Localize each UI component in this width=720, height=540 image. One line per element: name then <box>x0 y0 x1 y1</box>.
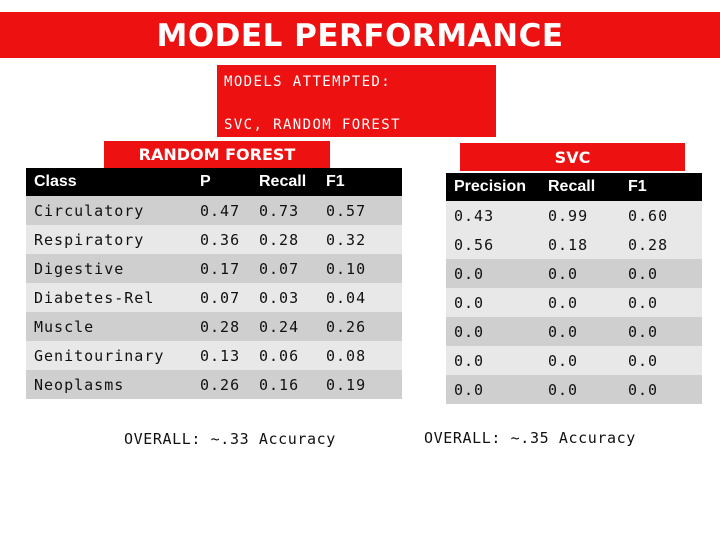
svc-overall-accuracy: OVERALL: ~.35 Accuracy <box>424 429 636 447</box>
table-row: Respiratory 0.36 0.28 0.32 <box>26 225 402 254</box>
table-row: 0.56 0.18 0.28 <box>446 230 702 259</box>
table-cell: Diabetes-Rel <box>26 283 192 312</box>
table-cell: 0.0 <box>540 317 620 346</box>
random-forest-table: Class P Recall F1 Circulatory 0.47 0.73 … <box>26 168 402 399</box>
table-cell: 0.57 <box>318 196 402 225</box>
models-attempted-heading: MODELS ATTEMPTED: <box>224 74 392 90</box>
table-row: 0.0 0.0 0.0 <box>446 375 702 404</box>
table-cell: 0.43 <box>446 201 540 230</box>
table-cell: 0.0 <box>620 346 702 375</box>
table-cell: 0.0 <box>540 375 620 404</box>
table-cell: Digestive <box>26 254 192 283</box>
table-row: Genitourinary 0.13 0.06 0.08 <box>26 341 402 370</box>
table-row: Diabetes-Rel 0.07 0.03 0.04 <box>26 283 402 312</box>
table-cell: 0.10 <box>318 254 402 283</box>
column-header: Recall <box>251 168 318 196</box>
table-cell: 0.0 <box>540 346 620 375</box>
table-cell: 0.18 <box>540 230 620 259</box>
table-cell: 0.0 <box>620 317 702 346</box>
table-row: 0.0 0.0 0.0 <box>446 288 702 317</box>
table-row: 0.43 0.99 0.60 <box>446 201 702 230</box>
table-cell: 0.07 <box>192 283 251 312</box>
title-bar <box>0 12 720 58</box>
table-cell: Genitourinary <box>26 341 192 370</box>
table-cell: 0.0 <box>620 375 702 404</box>
table-cell: 0.60 <box>620 201 702 230</box>
page-title: MODEL PERFORMANCE <box>156 18 564 54</box>
svc-label: SVC <box>460 143 685 171</box>
table-cell: 0.0 <box>540 288 620 317</box>
table-row: Muscle 0.28 0.24 0.26 <box>26 312 402 341</box>
table-cell: Circulatory <box>26 196 192 225</box>
random-forest-overall-accuracy: OVERALL: ~.33 Accuracy <box>124 430 336 448</box>
table-cell: 0.07 <box>251 254 318 283</box>
table-cell: 0.17 <box>192 254 251 283</box>
table-cell: 0.24 <box>251 312 318 341</box>
table-row: 0.0 0.0 0.0 <box>446 346 702 375</box>
column-header: Precision <box>446 173 540 201</box>
column-header: Class <box>26 168 192 196</box>
table-cell: 0.32 <box>318 225 402 254</box>
table-cell: Neoplasms <box>26 370 192 399</box>
table-cell: 0.08 <box>318 341 402 370</box>
table-cell: 0.28 <box>192 312 251 341</box>
table-cell: 0.0 <box>446 259 540 288</box>
column-header: Recall <box>540 173 620 201</box>
table-cell: 0.28 <box>251 225 318 254</box>
table-row: Circulatory 0.47 0.73 0.57 <box>26 196 402 225</box>
table-cell: 0.0 <box>620 259 702 288</box>
table-cell: 0.06 <box>251 341 318 370</box>
models-attempted-list: SVC, RANDOM FOREST <box>224 117 401 133</box>
table-cell: 0.16 <box>251 370 318 399</box>
table-cell: 0.0 <box>446 317 540 346</box>
table-cell: 0.99 <box>540 201 620 230</box>
table-cell: 0.04 <box>318 283 402 312</box>
column-header: F1 <box>620 173 702 201</box>
table-row: Neoplasms 0.26 0.16 0.19 <box>26 370 402 399</box>
table-cell: 0.0 <box>620 288 702 317</box>
table-row: 0.0 0.0 0.0 <box>446 259 702 288</box>
table-cell: 0.28 <box>620 230 702 259</box>
table-cell: 0.56 <box>446 230 540 259</box>
column-header: P <box>192 168 251 196</box>
table-cell: 0.0 <box>540 259 620 288</box>
table-cell: 0.26 <box>318 312 402 341</box>
table-header-row: Precision Recall F1 <box>446 173 702 201</box>
table-cell: 0.19 <box>318 370 402 399</box>
table-cell: 0.36 <box>192 225 251 254</box>
random-forest-label: RANDOM FOREST <box>104 141 330 169</box>
table-cell: Muscle <box>26 312 192 341</box>
table-cell: 0.0 <box>446 375 540 404</box>
table-cell: 0.0 <box>446 346 540 375</box>
table-cell: Respiratory <box>26 225 192 254</box>
table-cell: 0.03 <box>251 283 318 312</box>
table-row: Digestive 0.17 0.07 0.10 <box>26 254 402 283</box>
table-header-row: Class P Recall F1 <box>26 168 402 196</box>
table-row: 0.0 0.0 0.0 <box>446 317 702 346</box>
column-header: F1 <box>318 168 402 196</box>
models-attempted-box <box>217 65 496 137</box>
table-cell: 0.73 <box>251 196 318 225</box>
table-cell: 0.26 <box>192 370 251 399</box>
table-cell: 0.0 <box>446 288 540 317</box>
table-cell: 0.13 <box>192 341 251 370</box>
svc-table: Precision Recall F1 0.43 0.99 0.60 0.56 … <box>446 173 702 404</box>
table-cell: 0.47 <box>192 196 251 225</box>
